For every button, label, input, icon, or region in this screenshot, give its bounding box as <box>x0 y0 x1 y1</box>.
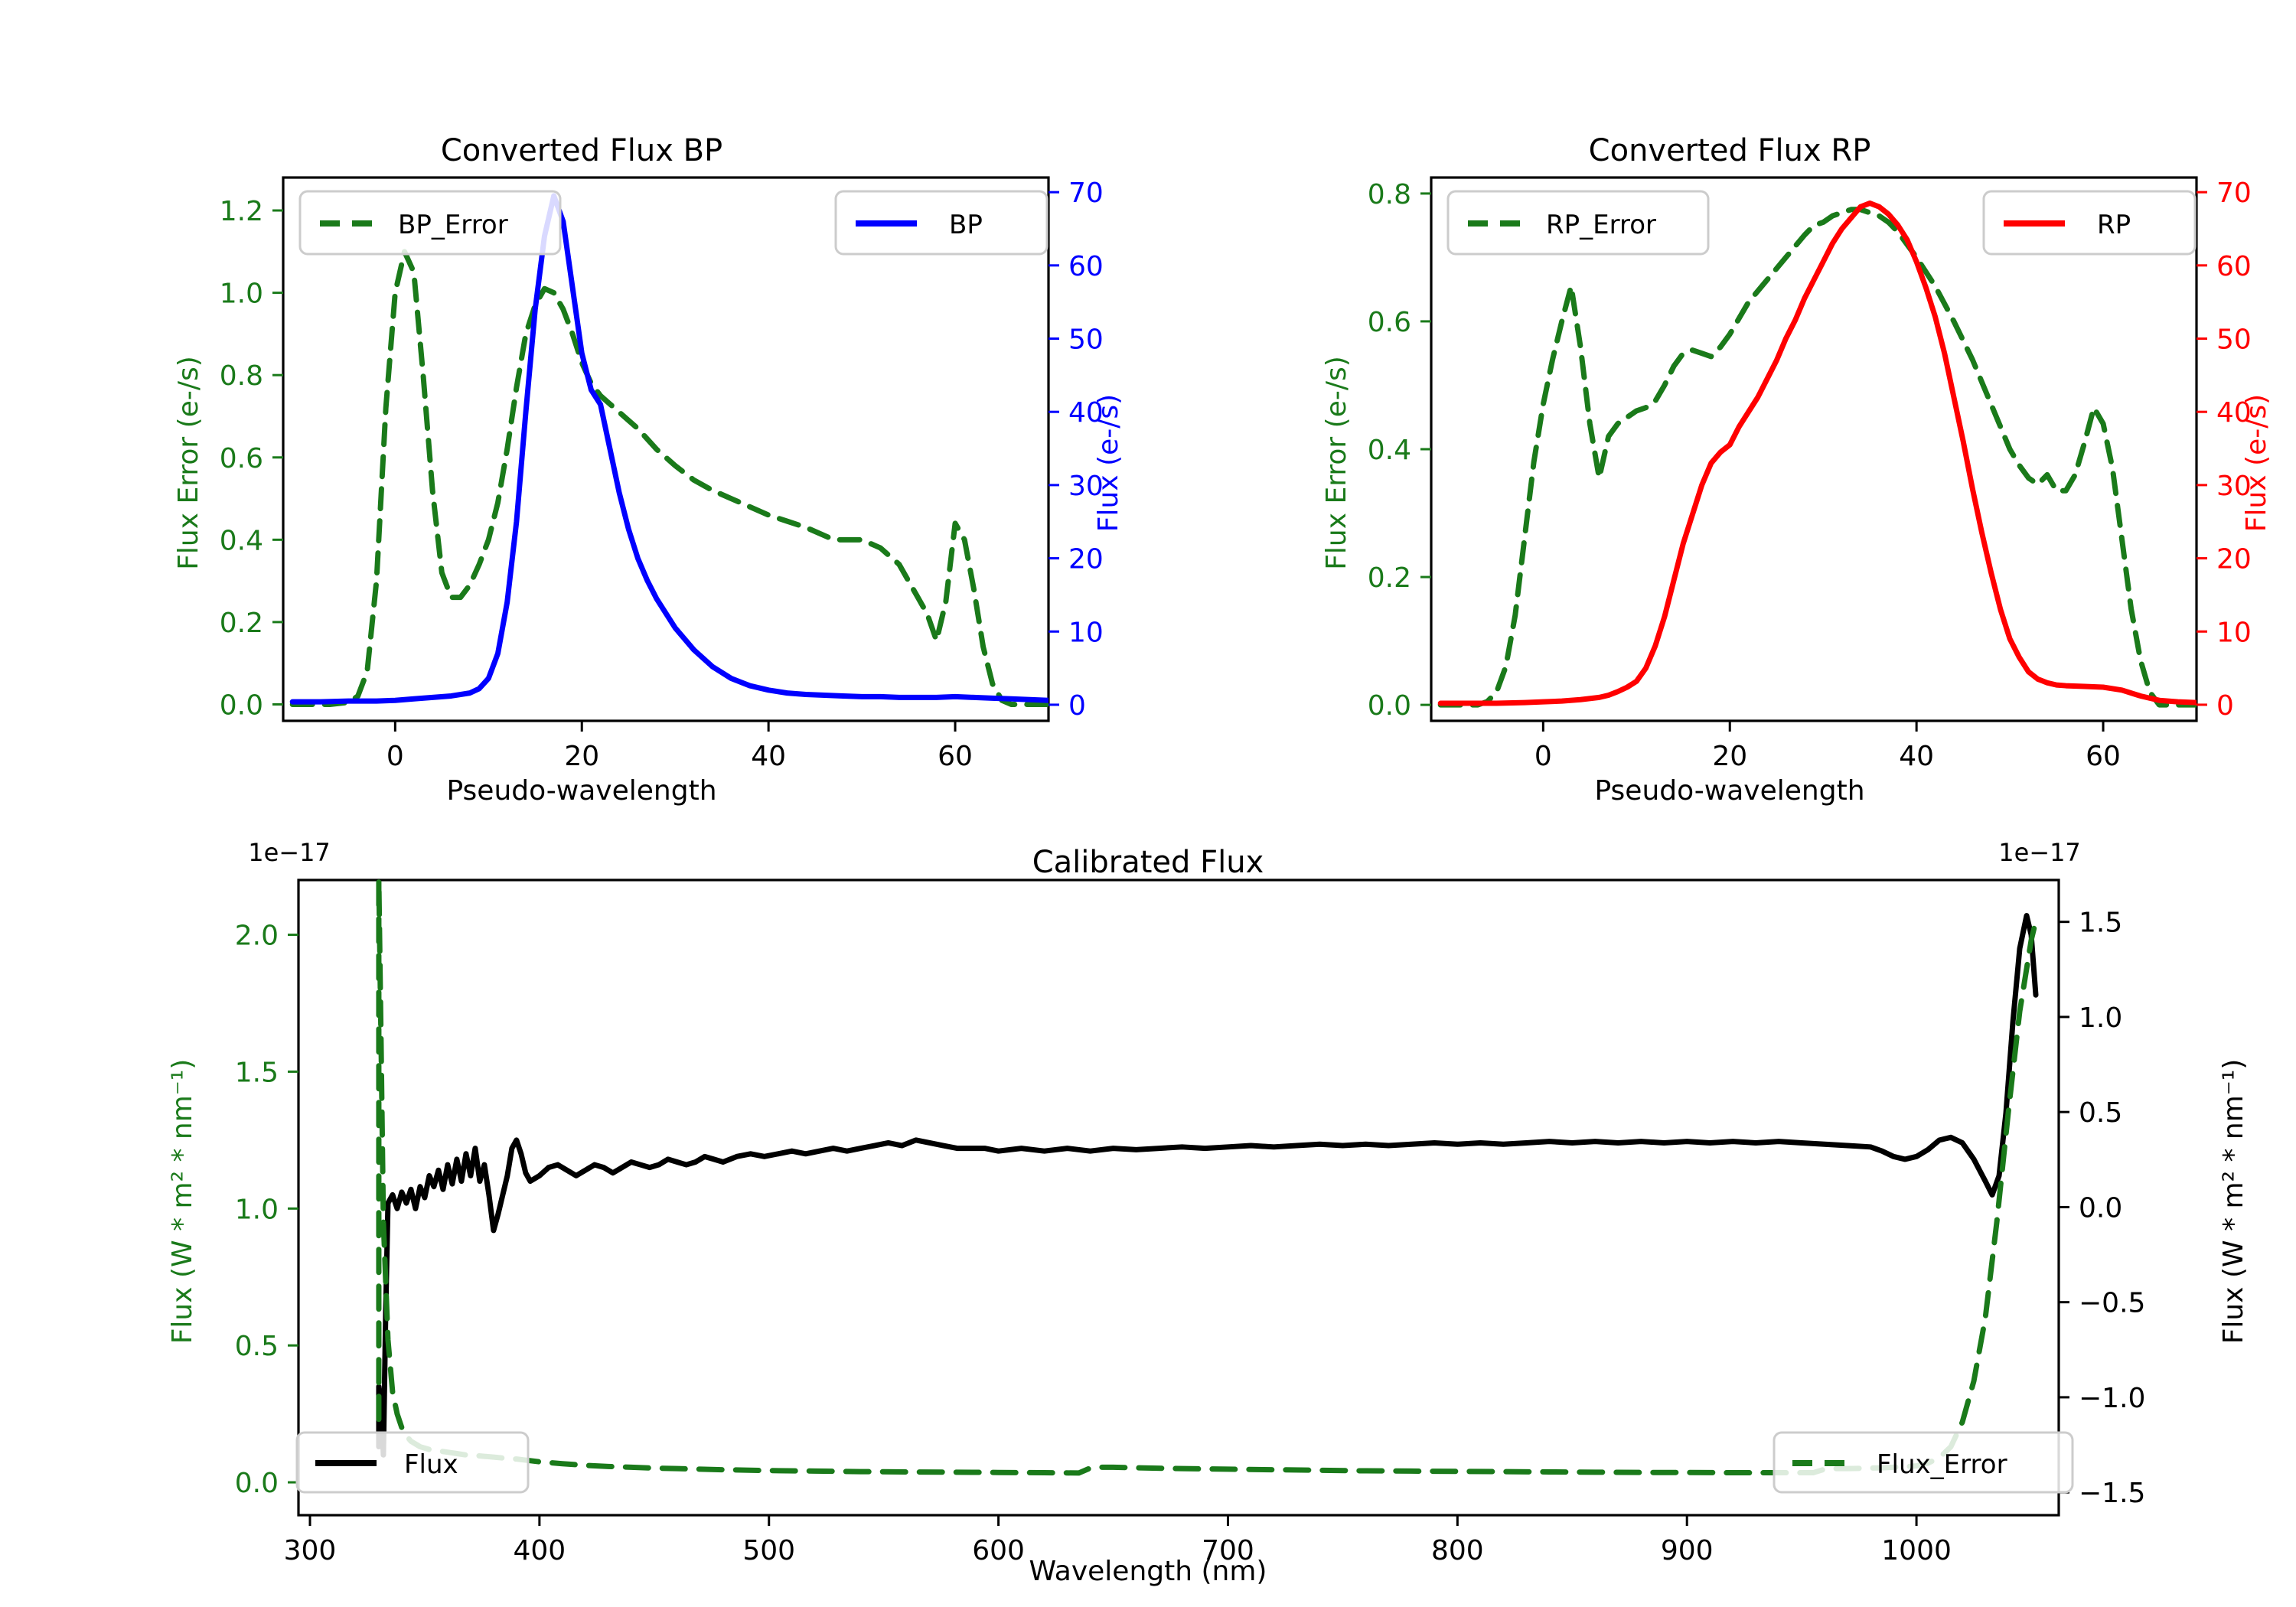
panel-title-calibrated: Calibrated Flux <box>1032 845 1264 880</box>
chart-converted-flux-bp: Converted Flux BP Flux Error (e-/s) Flux… <box>173 133 1124 807</box>
x-tick-label: 500 <box>742 1535 795 1566</box>
plot-area-bp: 0 20 40 60 0.0 0.2 0.4 0.6 0.8 1.0 1.2 0 10 20 30 40 50 6… <box>220 176 1104 772</box>
y-tick-label-right: 40 <box>2216 397 2252 429</box>
y-tick-label-left: 1.5 <box>235 1057 279 1088</box>
panel-converted-flux-rp: Converted Flux RP Flux Error (e-/s) Flux… <box>1148 0 2296 834</box>
y-tick-label-left: 1.0 <box>235 1194 279 1225</box>
y-tick-label-right: −1.0 <box>2079 1383 2145 1414</box>
x-tick-label: 700 <box>1202 1535 1254 1566</box>
y-tick-label-right: 40 <box>1068 397 1104 429</box>
y-tick-label-right: 60 <box>2216 251 2252 282</box>
axis-label-x-bp: Pseudo-wavelength <box>446 775 716 807</box>
y-tick-label-right: 70 <box>1068 178 1104 209</box>
y-tick-label-right: 70 <box>2216 178 2252 209</box>
series-bp <box>289 193 1049 705</box>
axis-label-right-rp: Flux (e-/s) <box>2241 394 2272 532</box>
y-tick-label-left: 1.0 <box>220 279 263 310</box>
y-tick-label-left: 0.5 <box>235 1331 279 1362</box>
y-tick-label-right: 0.0 <box>2079 1192 2122 1224</box>
legend-label-rp: RP <box>2097 210 2131 240</box>
y-tick-label-right: 20 <box>1068 544 1104 575</box>
offset-text-left: 1e−17 <box>248 838 331 867</box>
y-tick-label-left: 0.0 <box>1368 690 1411 722</box>
y-tick-label-right: 50 <box>1068 324 1104 356</box>
y-tick-label-left: 0.6 <box>1368 307 1411 338</box>
y-tick-label-left: 0.2 <box>1368 562 1411 594</box>
x-tick-label: 1000 <box>1881 1535 1952 1566</box>
axis-label-left-bp: Flux Error (e-/s) <box>173 356 204 570</box>
axis-label-x-rp: Pseudo-wavelength <box>1594 775 1864 807</box>
y-tick-label-right: 30 <box>2216 471 2252 502</box>
y-tick-label-right: 0.5 <box>2079 1097 2122 1129</box>
legend-label-flux: Flux <box>404 1449 458 1480</box>
chart-converted-flux-rp: Converted Flux RP Flux Error (e-/s) Flux… <box>1321 133 2272 807</box>
y-tick-label-left: 0.2 <box>220 608 263 639</box>
y-tick-label-left: 2.0 <box>235 921 279 952</box>
x-tick-label: 400 <box>514 1535 566 1566</box>
x-tick-label: 900 <box>1661 1535 1714 1566</box>
legend-bp-error[interactable]: BP_Error <box>298 190 562 256</box>
y-tick-label-right: 1.5 <box>2079 908 2122 939</box>
legend-label-bp-error: BP_Error <box>398 210 508 240</box>
y-tick-label-left: 0.4 <box>220 525 263 556</box>
legend-rp[interactable]: RP <box>1982 190 2197 256</box>
y-tick-label-right: 10 <box>1068 617 1104 648</box>
y-tick-label-left: 0.0 <box>235 1468 279 1499</box>
plot-area-rp: 0 20 40 60 0.0 0.2 0.4 0.6 0.8 0 10 20 30 40 50 60 70 <box>1368 176 2252 772</box>
axis-label-left-calibrated: Flux (W * m² * nm⁻¹) <box>167 1059 198 1345</box>
axis-label-left-rp: Flux Error (e-/s) <box>1321 356 1352 570</box>
legend-flux-error[interactable]: Flux_Error <box>1773 1431 2074 1494</box>
chart-calibrated-flux: Calibrated Flux 1e−17 1e−17 Flux (W * m²… <box>167 838 2249 1587</box>
legend-flux[interactable]: Flux <box>295 1431 530 1494</box>
x-tick-label: 300 <box>284 1535 337 1566</box>
series-flux_error <box>376 878 2039 1476</box>
y-tick-label-left: 0.0 <box>220 689 263 721</box>
panel-title-rp: Converted Flux RP <box>1589 133 1871 168</box>
x-tick-label: 600 <box>972 1535 1025 1566</box>
y-tick-label-right: 0 <box>1068 690 1086 722</box>
panel-title-bp: Converted Flux BP <box>441 133 722 168</box>
series-flux <box>376 913 2039 1458</box>
axis-label-x-calibrated: Wavelength (nm) <box>1029 1556 1267 1587</box>
y-tick-label-left: 0.8 <box>1368 179 1411 210</box>
series-bp_error <box>289 249 1049 707</box>
series-rp_error <box>1437 207 2197 708</box>
legend-bp[interactable]: BP <box>834 190 1049 256</box>
y-tick-label-right: 0 <box>2216 690 2234 722</box>
y-tick-label-left: 0.4 <box>1368 435 1411 466</box>
x-tick-label: 0 <box>1534 741 1552 772</box>
x-tick-label: 0 <box>386 741 404 772</box>
x-tick-label: 40 <box>1899 741 1934 772</box>
y-tick-label-right: −0.5 <box>2079 1288 2145 1319</box>
panel-converted-flux-bp: Converted Flux BP Flux Error (e-/s) Flux… <box>0 0 1148 834</box>
y-tick-label-right: 1.0 <box>2079 1002 2122 1034</box>
x-tick-label: 60 <box>2086 741 2121 772</box>
axis-label-right-bp: Flux (e-/s) <box>1093 394 1124 532</box>
legend-label-rp-error: RP_Error <box>1546 210 1656 240</box>
y-tick-label-right: 50 <box>2216 324 2252 356</box>
y-tick-label-right: 20 <box>2216 544 2252 575</box>
legend-label-flux-error: Flux_Error <box>1877 1449 2007 1480</box>
y-tick-label-right: 30 <box>1068 471 1104 502</box>
x-tick-label: 20 <box>1712 741 1747 772</box>
legend-label-bp: BP <box>949 210 983 240</box>
y-tick-label-left: 1.2 <box>220 196 263 227</box>
x-tick-label: 800 <box>1431 1535 1484 1566</box>
offset-text-right: 1e−17 <box>1998 838 2081 867</box>
y-tick-label-right: 10 <box>2216 617 2252 648</box>
x-tick-label: 20 <box>564 741 599 772</box>
series-rp <box>1437 200 2197 706</box>
x-tick-label: 40 <box>751 741 786 772</box>
y-tick-label-right: −1.5 <box>2079 1478 2145 1509</box>
y-tick-label-right: 60 <box>1068 251 1104 282</box>
x-tick-label: 60 <box>938 741 973 772</box>
y-tick-label-left: 0.8 <box>220 360 263 392</box>
y-tick-label-left: 0.6 <box>220 443 263 474</box>
panel-calibrated-flux: Calibrated Flux 1e−17 1e−17 Flux (W * m²… <box>0 834 2296 1607</box>
axis-label-right-calibrated: Flux (W * m² * nm⁻¹) <box>2218 1059 2249 1345</box>
legend-rp-error[interactable]: RP_Error <box>1446 190 1710 256</box>
